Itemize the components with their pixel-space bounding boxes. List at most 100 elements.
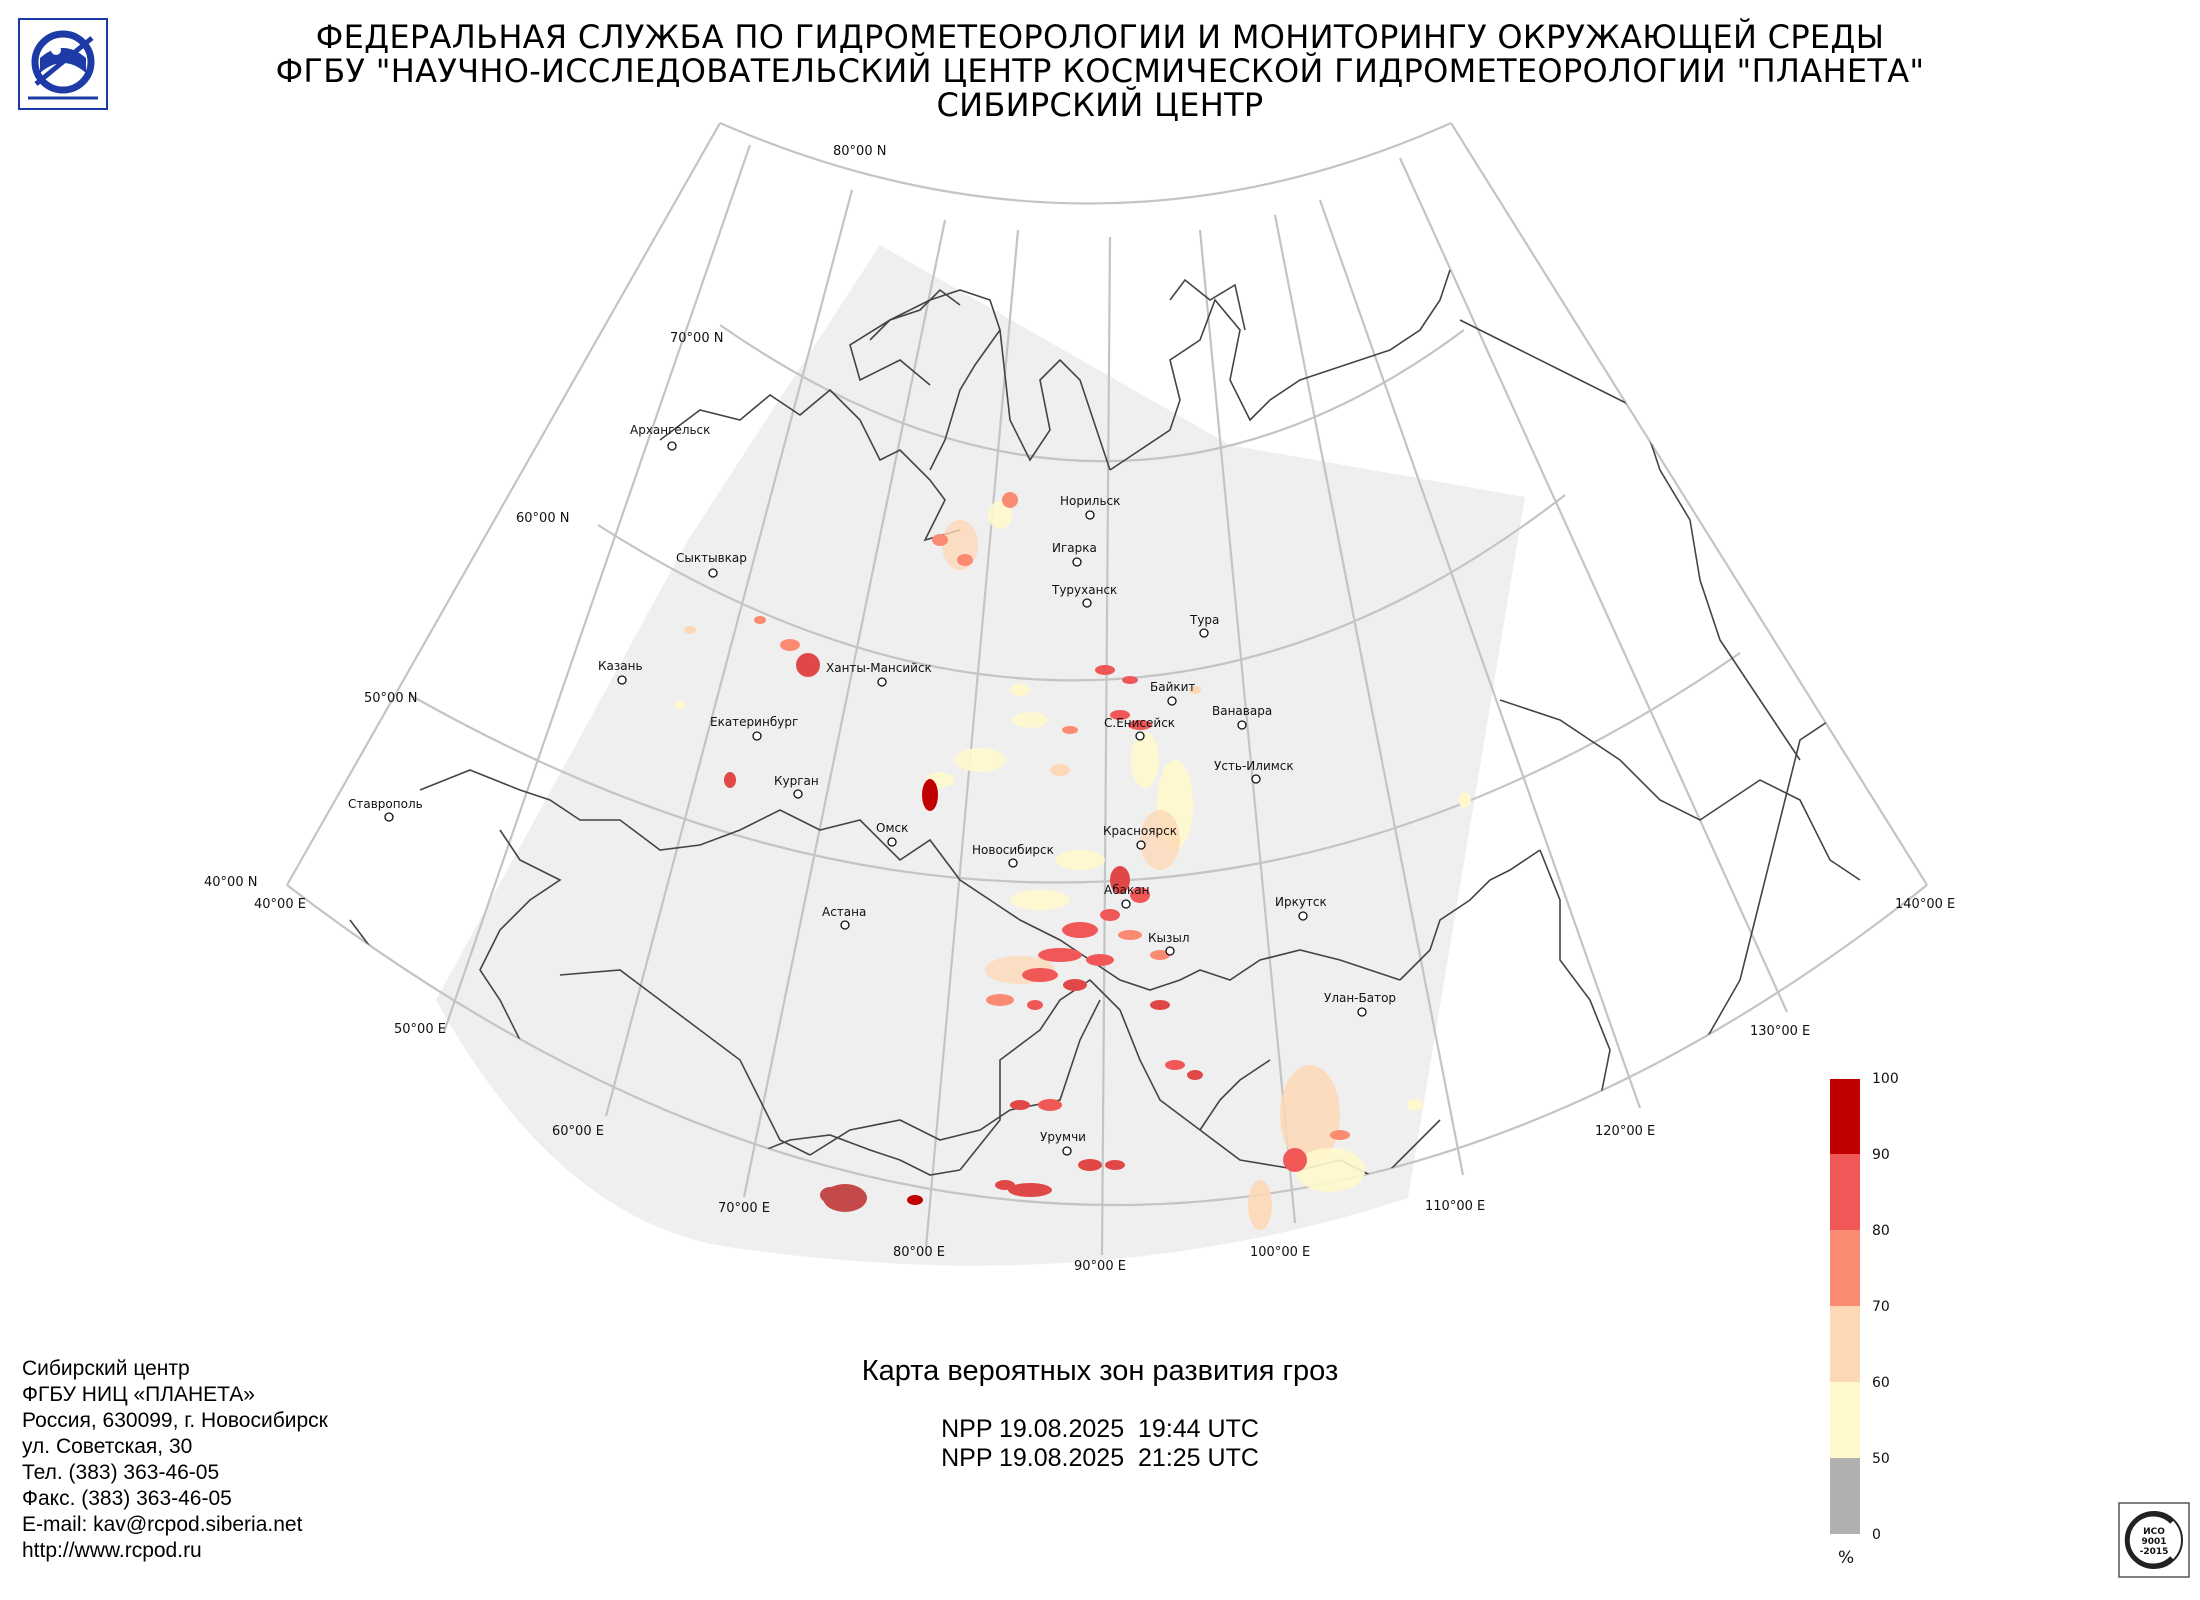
header-line-2: ФГБУ "НАУЧНО-ИССЛЕДОВАТЕЛЬСКИЙ ЦЕНТР КОС… [275, 52, 1925, 90]
legend-swatch-90-100 [1830, 1079, 1860, 1154]
lon-label: 60°00 E [552, 1124, 604, 1139]
latitude-line-60 [597, 494, 1566, 682]
pass-line: NPP 19.08.2025 21:25 UTC [941, 1444, 1259, 1472]
svg-text:Ванавара: Ванавара [1212, 704, 1272, 718]
planeta-logo-icon [18, 18, 108, 110]
contact-info: Сибирский центр ФГБУ НИЦ «ПЛАНЕТА» Росси… [22, 1356, 328, 1564]
svg-text:Абакан: Абакан [1104, 883, 1149, 897]
svg-text:Игарка: Игарка [1052, 541, 1097, 555]
legend-tick-90: 90 [1872, 1147, 1890, 1163]
map-title: Карта вероятных зон развития гроз [861, 1355, 1339, 1387]
svg-text:Омск: Омск [876, 821, 908, 835]
svg-text:-2015: -2015 [2140, 1547, 2169, 1557]
legend-tick-60: 60 [1872, 1375, 1890, 1391]
svg-text:Казань: Казань [598, 659, 643, 673]
lon-label: 130°00 E [1750, 1024, 1810, 1039]
lat-label: 70°00 N [670, 331, 723, 346]
city-kurgan: Курган [774, 774, 819, 799]
city-arkhangelsk: Архангельск [630, 423, 710, 451]
contact-line: Факс. (383) 363-46-05 [22, 1487, 232, 1510]
contact-website[interactable]: http://www.rcpod.ru [22, 1539, 202, 1562]
svg-text:Байкит: Байкит [1150, 680, 1195, 694]
iso-certificate-icon: ИСО 9001 -2015 [2118, 1502, 2190, 1578]
legend-tick-80: 80 [1872, 1223, 1890, 1239]
svg-text:Новосибирск: Новосибирск [972, 843, 1054, 857]
lat-label: 40°00 N [204, 875, 257, 890]
meridian-50 [442, 144, 752, 1033]
svg-text:Ханты-Мансийск: Ханты-Мансийск [826, 661, 932, 675]
lon-label: 40°00 E [254, 897, 306, 912]
svg-text:Усть-Илимск: Усть-Илимск [1214, 759, 1294, 773]
lon-label: 50°00 E [394, 1022, 446, 1037]
header-line-1: ФЕДЕРАЛЬНАЯ СЛУЖБА ПО ГИДРОМЕТЕОРОЛОГИИ … [315, 18, 1885, 56]
city-omsk: Омск [876, 821, 908, 847]
svg-text:Тура: Тура [1189, 613, 1219, 627]
meridian-60 [604, 189, 854, 1117]
meridian-90 [1100, 236, 1112, 1256]
city-vanavara: Ванавара [1212, 704, 1272, 730]
city-krasnoyarsk: Красноярск [1103, 824, 1177, 850]
fan-right-edge [1450, 122, 1928, 886]
contact-line: Сибирский центр [22, 1357, 190, 1380]
lon-label: 90°00 E [1074, 1259, 1126, 1274]
header: ФЕДЕРАЛЬНАЯ СЛУЖБА ПО ГИДРОМЕТЕОРОЛОГИИ … [220, 20, 1980, 122]
lon-label: 110°00 E [1425, 1199, 1485, 1214]
svg-text:Красноярск: Красноярск [1103, 824, 1177, 838]
city-yekaterinburg: Екатеринбург [710, 715, 798, 741]
meridian-70 [742, 219, 947, 1198]
svg-text:Урумчи: Урумчи [1040, 1130, 1086, 1144]
city-ulaanbaatar: Улан-Батор [1324, 991, 1396, 1017]
city-s-yeniseysk: С.Енисейск [1104, 716, 1175, 741]
legend-swatch-60-70 [1830, 1306, 1860, 1382]
svg-text:Ставрополь: Ставрополь [348, 797, 423, 811]
latitude-line-80 [719, 121, 1452, 205]
legend-swatch-0-50 [1830, 1458, 1860, 1534]
svg-text:Архангельск: Архангельск [630, 423, 710, 437]
meridian-80 [924, 229, 1020, 1248]
svg-text:Улан-Батор: Улан-Батор [1324, 991, 1396, 1005]
legend-swatch-70-80 [1830, 1230, 1860, 1306]
city-kazan: Казань [598, 659, 643, 685]
cities: Архангельск Норильск Игарка Туруханск Сы… [348, 423, 1396, 1156]
city-tura: Тура [1189, 613, 1219, 638]
svg-text:Екатеринбург: Екатеринбург [710, 715, 798, 729]
city-astana: Астана [822, 905, 866, 930]
city-ust-ilimsk: Усть-Илимск [1214, 759, 1294, 784]
legend-swatch-80-90 [1830, 1154, 1860, 1230]
pass-line: NPP 19.08.2025 19:44 UTC [941, 1415, 1259, 1443]
svg-text:9001: 9001 [2141, 1537, 2166, 1547]
city-baykit: Байкит [1150, 680, 1195, 706]
contact-line: ул. Советская, 30 [22, 1435, 193, 1458]
latitude-line-40 [286, 884, 1928, 1207]
header-line-3: СИБИРСКИЙ ЦЕНТР [936, 86, 1264, 124]
legend-tick-0: 0 [1872, 1527, 1881, 1543]
meridian-100 [1198, 229, 1297, 1224]
thunderstorm-probability-zones [674, 492, 1471, 1230]
city-abakan: Абакан [1104, 883, 1149, 909]
svg-text:Норильск: Норильск [1060, 494, 1120, 508]
lon-label: 100°00 E [1250, 1245, 1310, 1260]
city-khanty-mansiysk: Ханты-Мансийск [826, 661, 932, 687]
svg-text:С.Енисейск: С.Енисейск [1104, 716, 1175, 730]
city-stavropol: Ставрополь [348, 797, 423, 822]
legend-unit: % [1838, 1548, 1854, 1568]
contact-line: Тел. (383) 363-46-05 [22, 1461, 220, 1484]
fan-left-edge [286, 122, 721, 886]
svg-text:Курган: Курган [774, 774, 819, 788]
svg-text:ИСО: ИСО [2143, 1527, 2165, 1537]
contact-email[interactable]: E-mail: kav@rcpod.siberia.net [22, 1513, 303, 1536]
lon-label: 70°00 E [718, 1201, 770, 1216]
lat-label: 60°00 N [516, 511, 569, 526]
city-norilsk: Норильск [1060, 494, 1120, 520]
city-turukhansk: Туруханск [1051, 583, 1117, 608]
svg-text:Туруханск: Туруханск [1051, 583, 1117, 597]
contact-line: ФГБУ НИЦ «ПЛАНЕТА» [22, 1383, 255, 1406]
meridian-120 [1318, 199, 1642, 1109]
city-kyzyl: Кызыл [1148, 931, 1190, 956]
svg-text:Сыктывкар: Сыктывкар [676, 551, 747, 565]
legend-tick-100: 100 [1872, 1071, 1899, 1087]
city-novosibirsk: Новосибирск [972, 843, 1054, 868]
svg-text:Кызыл: Кызыл [1148, 931, 1190, 945]
meridian-110 [1273, 214, 1465, 1176]
city-igarka: Игарка [1052, 541, 1097, 567]
